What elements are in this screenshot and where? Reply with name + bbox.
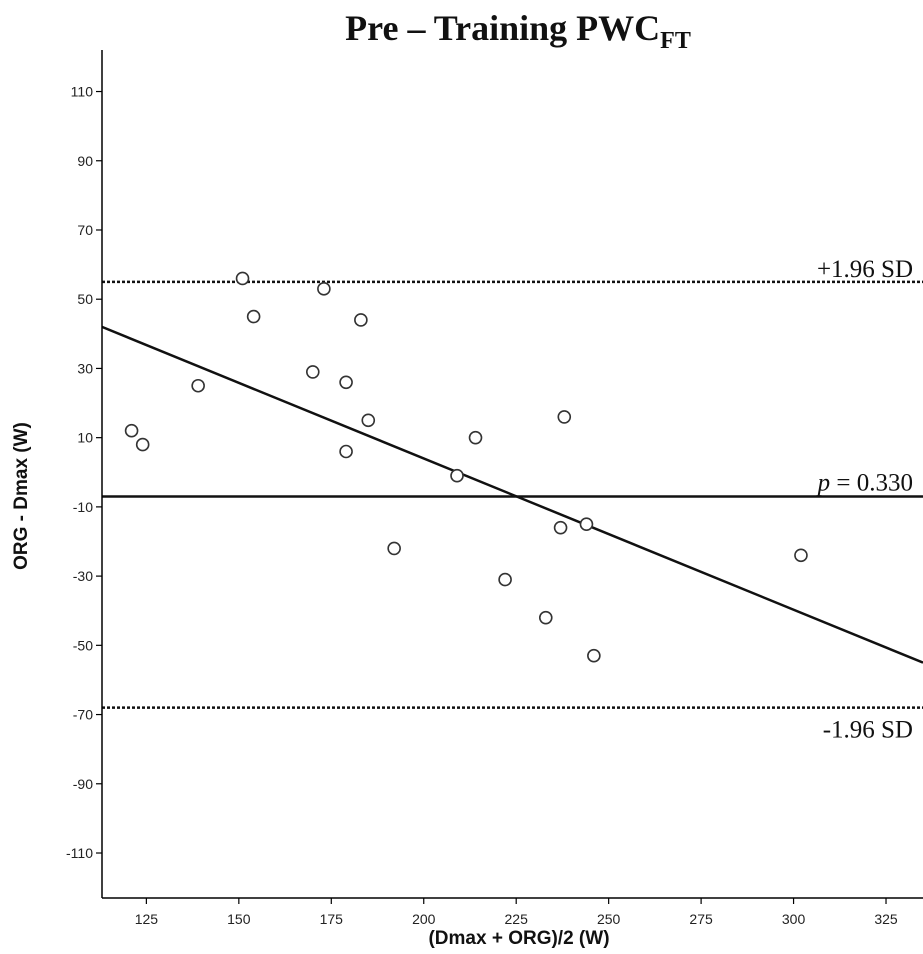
data-point <box>317 282 331 296</box>
y-axis-ticks: 110 90 70 50 30 10 -10 -30 -50 -70 -90 -110 <box>66 84 102 861</box>
data-point <box>587 648 601 663</box>
data-point <box>361 413 376 428</box>
y-tick-label: -10 <box>73 499 93 515</box>
y-tick-label: 30 <box>77 360 93 376</box>
data-point <box>579 517 594 531</box>
x-tick-label: 125 <box>135 911 159 927</box>
y-tick-label: -30 <box>73 568 93 584</box>
x-tick-label: 275 <box>689 911 713 927</box>
data-point <box>498 572 512 587</box>
data-point <box>339 444 353 459</box>
y-tick-label: -90 <box>73 776 93 792</box>
chart-title-main: Pre – Training PWC <box>345 8 660 48</box>
data-point <box>124 423 139 438</box>
data-point <box>246 309 261 324</box>
annotations: +1.96 SD p = 0.330 -1.96 SD <box>816 256 913 744</box>
y-tick-label: -70 <box>73 707 93 723</box>
x-tick-label: 150 <box>227 911 251 927</box>
y-tick-label: -110 <box>66 845 93 861</box>
data-point <box>235 271 250 286</box>
y-tick-label: 10 <box>77 430 93 446</box>
y-tick-label: 90 <box>77 153 93 169</box>
data-point <box>191 378 205 393</box>
data-points <box>124 271 808 663</box>
data-point <box>450 468 464 483</box>
axes <box>101 50 923 899</box>
x-tick-label: 175 <box>320 911 344 927</box>
chart-title: Pre – Training PWCFT <box>345 8 691 54</box>
data-point <box>468 430 483 445</box>
upper-limit-label: +1.96 SD <box>817 256 913 283</box>
x-tick-label: 300 <box>782 911 806 927</box>
data-point <box>305 365 320 379</box>
y-tick-label: 110 <box>71 84 94 100</box>
p-value-text: = 0.330 <box>830 469 913 496</box>
x-tick-label: 250 <box>597 911 621 927</box>
data-point <box>553 520 568 535</box>
regression-line <box>101 325 923 664</box>
data-point <box>387 541 401 556</box>
data-point <box>794 548 808 563</box>
x-tick-label: 200 <box>412 911 436 927</box>
y-axis-label: ORG - Dmax (W) <box>11 422 32 570</box>
chart-title-subscript: FT <box>660 28 691 54</box>
data-point <box>135 437 150 452</box>
p-value-label: p = 0.330 <box>816 469 913 496</box>
data-point <box>339 375 353 390</box>
x-axis-label: (Dmax + ORG)/2 (W) <box>428 928 609 949</box>
lower-limit-label: -1.96 SD <box>823 717 913 744</box>
x-tick-label: 325 <box>874 911 898 927</box>
x-axis-ticks: 125 150 175 200 225 250 275 300 325 <box>135 898 898 927</box>
x-tick-label: 225 <box>505 911 529 927</box>
data-point <box>538 610 553 625</box>
y-tick-label: 50 <box>77 291 93 307</box>
y-tick-label: 70 <box>77 222 93 238</box>
y-tick-label: -50 <box>73 637 93 653</box>
p-value-symbol: p <box>816 469 831 496</box>
regression-line-group <box>101 325 923 664</box>
data-point <box>354 313 368 327</box>
data-point <box>557 410 572 424</box>
